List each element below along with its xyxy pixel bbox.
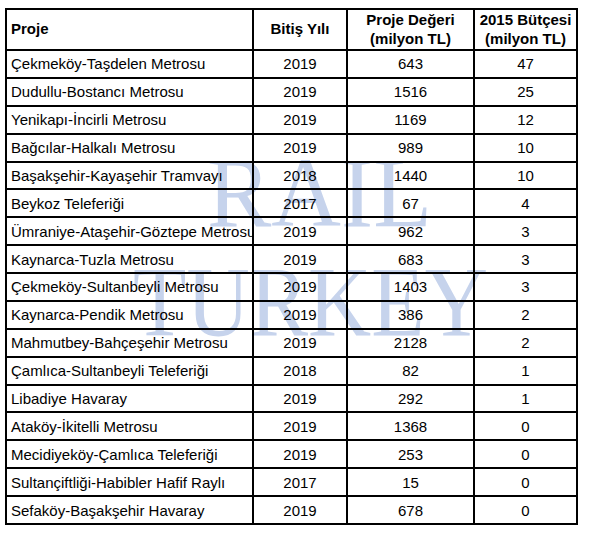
cell-value: 82 xyxy=(347,357,474,385)
col-header-year-label: Bitiş Yılı xyxy=(271,20,330,37)
cell-budget: 2 xyxy=(474,329,577,357)
cell-project: Çekmeköy-Sultanbeyli Metrosu xyxy=(6,273,253,301)
cell-budget: 12 xyxy=(474,106,577,134)
cell-year: 2019 xyxy=(253,273,347,301)
table-row: Yenikapı-İncirli Metrosu 2019 1169 12 xyxy=(6,106,577,134)
cell-project: Ataköy-İkitelli Metrosu xyxy=(6,412,253,440)
cell-budget: 3 xyxy=(474,273,577,301)
table-row: Ataköy-İkitelli Metrosu 2019 1368 0 xyxy=(6,412,577,440)
cell-budget: 2 xyxy=(474,301,577,329)
cell-year: 2019 xyxy=(253,50,347,78)
cell-value: 15 xyxy=(347,468,474,496)
cell-year: 2018 xyxy=(253,357,347,385)
cell-budget: 10 xyxy=(474,134,577,162)
cell-budget: 3 xyxy=(474,245,577,273)
cell-year: 2019 xyxy=(253,385,347,413)
cell-project: Bağcılar-Halkalı Metrosu xyxy=(6,134,253,162)
table-row: Sefaköy-Başakşehir Havaray 2019 678 0 xyxy=(6,496,577,524)
cell-project: Ümraniye-Ataşehir-Göztepe Metrosu xyxy=(6,217,253,245)
cell-year: 2019 xyxy=(253,106,347,134)
col-header-project: Proje xyxy=(6,9,253,50)
cell-budget: 0 xyxy=(474,412,577,440)
table-row: Kaynarca-Tuzla Metrosu 2019 683 3 xyxy=(6,245,577,273)
cell-project: Çekmeköy-Taşdelen Metrosu xyxy=(6,50,253,78)
table-row: Sultançiftliği-Habibler Hafif Raylı 2017… xyxy=(6,468,577,496)
cell-year: 2019 xyxy=(253,78,347,106)
cell-project: Çamlıca-Sultanbeyli Teleferiği xyxy=(6,357,253,385)
cell-budget: 1 xyxy=(474,385,577,413)
table-row: Başakşehir-Kayaşehir Tramvayı 2018 1440 … xyxy=(6,162,577,190)
cell-project: Kaynarca-Pendik Metrosu xyxy=(6,301,253,329)
col-header-project-label: Proje xyxy=(11,20,49,37)
cell-budget: 1 xyxy=(474,357,577,385)
cell-year: 2019 xyxy=(253,496,347,524)
cell-value: 1440 xyxy=(347,162,474,190)
cell-budget: 47 xyxy=(474,50,577,78)
cell-value: 989 xyxy=(347,134,474,162)
cell-budget: 10 xyxy=(474,162,577,190)
table-row: Mahmutbey-Bahçeşehir Metrosu 2019 2128 2 xyxy=(6,329,577,357)
table-row: Ümraniye-Ataşehir-Göztepe Metrosu 2019 9… xyxy=(6,217,577,245)
table-row: Mecidiyeköy-Çamlıca Teleferiği 2019 253 … xyxy=(6,440,577,468)
table-body: Çekmeköy-Taşdelen Metrosu 2019 643 47 Du… xyxy=(6,50,577,524)
cell-project: Mahmutbey-Bahçeşehir Metrosu xyxy=(6,329,253,357)
cell-project: Sefaköy-Başakşehir Havaray xyxy=(6,496,253,524)
cell-project: Mecidiyeköy-Çamlıca Teleferiği xyxy=(6,440,253,468)
cell-budget: 3 xyxy=(474,217,577,245)
cell-year: 2019 xyxy=(253,217,347,245)
cell-year: 2018 xyxy=(253,162,347,190)
cell-year: 2019 xyxy=(253,440,347,468)
col-header-budget-line2: (milyon TL) xyxy=(485,30,566,47)
cell-value: 683 xyxy=(347,245,474,273)
cell-project: Başakşehir-Kayaşehir Tramvayı xyxy=(6,162,253,190)
col-header-year: Bitiş Yılı xyxy=(253,9,347,50)
cell-value: 643 xyxy=(347,50,474,78)
cell-project: Kaynarca-Tuzla Metrosu xyxy=(6,245,253,273)
table-row: Çamlıca-Sultanbeyli Teleferiği 2018 82 1 xyxy=(6,357,577,385)
cell-project: Sultançiftliği-Habibler Hafif Raylı xyxy=(6,468,253,496)
cell-value: 1516 xyxy=(347,78,474,106)
cell-value: 962 xyxy=(347,217,474,245)
cell-value: 1403 xyxy=(347,273,474,301)
cell-project: Dudullu-Bostancı Metrosu xyxy=(6,78,253,106)
table-row: Libadiye Havaray 2019 292 1 xyxy=(6,385,577,413)
cell-budget: 0 xyxy=(474,440,577,468)
cell-year: 2019 xyxy=(253,245,347,273)
table-row: Kaynarca-Pendik Metrosu 2019 386 2 xyxy=(6,301,577,329)
col-header-budget: 2015 Bütçesi (milyon TL) xyxy=(474,9,577,50)
cell-value: 678 xyxy=(347,496,474,524)
cell-value: 2128 xyxy=(347,329,474,357)
cell-budget: 25 xyxy=(474,78,577,106)
col-header-value-line2: (milyon TL) xyxy=(370,30,451,47)
cell-year: 2019 xyxy=(253,329,347,357)
cell-project: Libadiye Havaray xyxy=(6,385,253,413)
cell-year: 2017 xyxy=(253,189,347,217)
cell-value: 67 xyxy=(347,189,474,217)
cell-value: 1169 xyxy=(347,106,474,134)
table-row: Beykoz Teleferiği 2017 67 4 xyxy=(6,189,577,217)
cell-value: 253 xyxy=(347,440,474,468)
header-row: Proje Bitiş Yılı Proje Değeri (milyon TL… xyxy=(6,9,577,50)
table-row: Çekmeköy-Sultanbeyli Metrosu 2019 1403 3 xyxy=(6,273,577,301)
cell-budget: 0 xyxy=(474,468,577,496)
cell-value: 1368 xyxy=(347,412,474,440)
table-row: Bağcılar-Halkalı Metrosu 2019 989 10 xyxy=(6,134,577,162)
cell-project: Beykoz Teleferiği xyxy=(6,189,253,217)
cell-value: 386 xyxy=(347,301,474,329)
projects-table: Proje Bitiş Yılı Proje Değeri (milyon TL… xyxy=(5,8,578,525)
cell-year: 2019 xyxy=(253,134,347,162)
cell-budget: 0 xyxy=(474,496,577,524)
col-header-value-line1: Proje Değeri xyxy=(366,11,454,28)
cell-project: Yenikapı-İncirli Metrosu xyxy=(6,106,253,134)
cell-budget: 4 xyxy=(474,189,577,217)
cell-year: 2017 xyxy=(253,468,347,496)
page: RAIL TURKEY Proje Bitiş Yılı Proje Değer… xyxy=(0,0,603,535)
table-row: Çekmeköy-Taşdelen Metrosu 2019 643 47 xyxy=(6,50,577,78)
cell-year: 2019 xyxy=(253,301,347,329)
col-header-value: Proje Değeri (milyon TL) xyxy=(347,9,474,50)
cell-year: 2019 xyxy=(253,412,347,440)
col-header-budget-line1: 2015 Bütçesi xyxy=(480,11,572,28)
table-row: Dudullu-Bostancı Metrosu 2019 1516 25 xyxy=(6,78,577,106)
cell-value: 292 xyxy=(347,385,474,413)
